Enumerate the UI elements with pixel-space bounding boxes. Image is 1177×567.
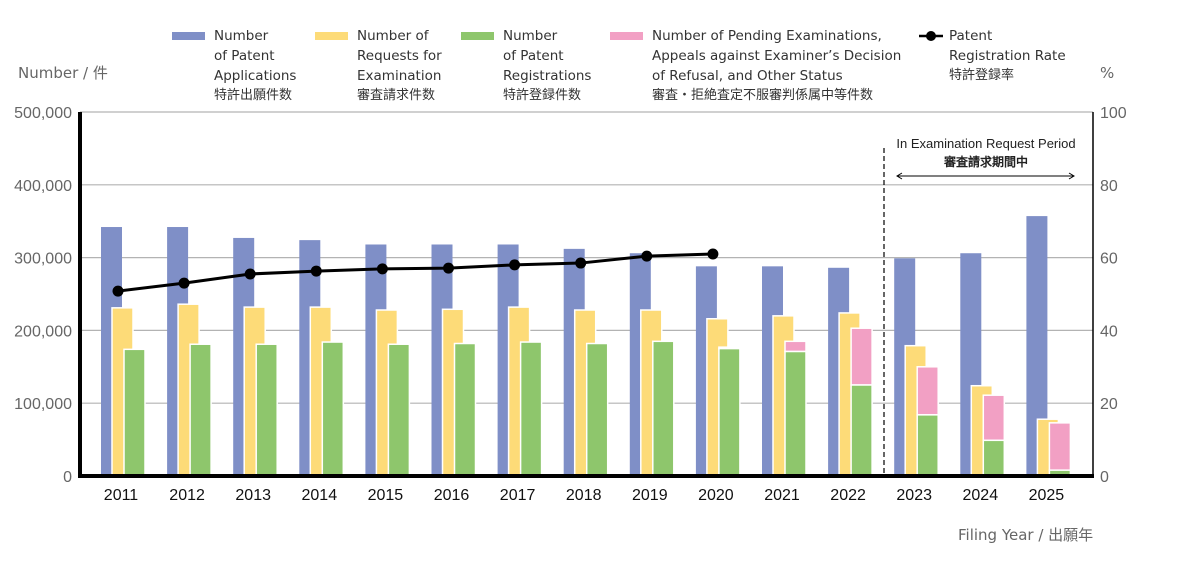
annotation-text-jp: 審査請求期間中 [943, 155, 1028, 169]
legend-swatch [315, 32, 348, 40]
y-tick-label: 200,000 [14, 323, 72, 340]
rate-point-2019 [641, 250, 653, 262]
x-axis-title: Filing Year / 出願年 [958, 526, 1094, 544]
y-tick-label: 0 [63, 469, 72, 486]
bar-pending-2024 [982, 394, 1006, 442]
bar-registrations-2017 [519, 341, 543, 477]
bar-registrations-2020 [718, 347, 741, 477]
legend-item-applications: Number of Patent Applications 特許出願件数 [172, 26, 297, 106]
y2-tick-label: 100 [1100, 105, 1127, 122]
y2-tick-label: 60 [1100, 251, 1118, 268]
y2-tick-label: 80 [1100, 178, 1118, 195]
y-axis-left-title: Number / 件 [18, 64, 108, 82]
x-tick-label: 2014 [302, 487, 338, 504]
x-tick-label: 2017 [500, 487, 536, 504]
legend-label-jp: 特許登録率 [949, 68, 1015, 83]
y-tick-label: 500,000 [14, 105, 72, 122]
rate-point-2020 [707, 248, 719, 260]
bar-pending-2022 [850, 327, 873, 386]
y2-tick-label: 40 [1100, 323, 1118, 340]
x-tick-label: 2012 [169, 487, 205, 504]
legend-line-marker-icon [919, 31, 943, 41]
bar-applications-2025 [1026, 216, 1048, 476]
legend-label-jp: 審査・拒絶査定不服審判係属中等件数 [652, 88, 874, 103]
legend-label: Number of Patent Registrations [503, 28, 592, 84]
x-tick-label: 2024 [963, 487, 999, 504]
bar-registrations-2014 [321, 341, 345, 477]
tick-labels: 0 100,000 200,000 300,000 400,000 500,000 0 20 4… [14, 105, 1127, 504]
registration-rate-line [112, 248, 719, 297]
y2-tick-label: 0 [1100, 469, 1109, 486]
x-tick-label: 2019 [632, 487, 668, 504]
legend-label: Number of Requests for Examination [357, 28, 442, 84]
axes [78, 112, 1094, 478]
arrow-left-icon [896, 172, 903, 180]
y-tick-label: 400,000 [14, 178, 72, 195]
rate-point-2016 [443, 262, 454, 274]
legend-swatch [610, 32, 643, 40]
bar-pending-2021 [784, 340, 807, 353]
bar-registrations-2024 [982, 439, 1006, 477]
bar-registrations-2022 [850, 384, 873, 477]
y-tick-label: 300,000 [14, 251, 72, 268]
rate-point-2018 [575, 257, 587, 269]
bar-pending-2025 [1048, 422, 1072, 471]
legend-label-jp: 審査請求件数 [357, 88, 436, 103]
x-tick-label: 2013 [235, 487, 271, 504]
x-tick-label: 2021 [764, 487, 800, 504]
x-tick-label: 2020 [698, 487, 734, 504]
rate-point-2013 [244, 268, 256, 280]
bar-registrations-2019 [652, 340, 675, 477]
x-tick-label: 2022 [830, 487, 866, 504]
legend-label-jp: 特許出願件数 [214, 88, 293, 103]
bar-registrations-2015 [387, 343, 411, 477]
rate-point-2014 [310, 265, 322, 277]
rate-line-path [117, 252, 713, 293]
legend-swatch [172, 32, 205, 40]
bar-registrations-2013 [255, 343, 278, 477]
arrow-right-icon [1068, 172, 1075, 180]
legend-label: Number of Pending Examinations, Appeals … [652, 28, 902, 84]
legend-label: Patent Registration Rate [949, 28, 1066, 64]
x-tick-label: 2025 [1029, 487, 1065, 504]
bars [101, 216, 1072, 477]
rate-point-2012 [178, 277, 190, 289]
x-tick-label: 2015 [368, 487, 404, 504]
y2-tick-label: 20 [1100, 396, 1118, 413]
legend-item-registrations: Number of Patent Registrations 特許登録件数 [461, 26, 592, 106]
legend-item-requests: Number of Requests for Examination 審査請求件… [315, 26, 442, 106]
y-tick-label: 100,000 [14, 396, 72, 413]
legend-item-registration-rate: Patent Registration Rate 特許登録率 [919, 26, 1066, 86]
rate-point-2017 [509, 259, 521, 271]
rate-point-2015 [376, 263, 388, 275]
bar-registrations-2021 [784, 350, 807, 477]
bar-registrations-2016 [453, 342, 477, 477]
annotation-label: In Examination Request Period 審査請求期間中 [888, 136, 1084, 170]
legend-item-pending: Number of Pending Examinations, Appeals … [610, 26, 902, 106]
x-tick-label: 2018 [566, 487, 602, 504]
bar-registrations-2023 [916, 414, 939, 477]
legend-label: Number of Patent Applications [214, 28, 297, 84]
bar-registrations-2012 [189, 343, 212, 477]
annotation-text-en: In Examination Request Period [896, 136, 1076, 151]
x-tick-label: 2016 [434, 487, 470, 504]
rate-point-2011 [112, 285, 124, 297]
annotation-period [883, 148, 1075, 476]
y-axis-right-title: % [1100, 64, 1115, 82]
x-tick-label: 2023 [896, 487, 932, 504]
bar-pending-2023 [916, 366, 939, 416]
bar-registrations-2011 [123, 348, 146, 477]
bar-registrations-2018 [585, 342, 609, 477]
legend-swatch [461, 32, 494, 40]
x-tick-label: 2011 [104, 487, 139, 504]
legend-label-jp: 特許登録件数 [503, 88, 582, 103]
